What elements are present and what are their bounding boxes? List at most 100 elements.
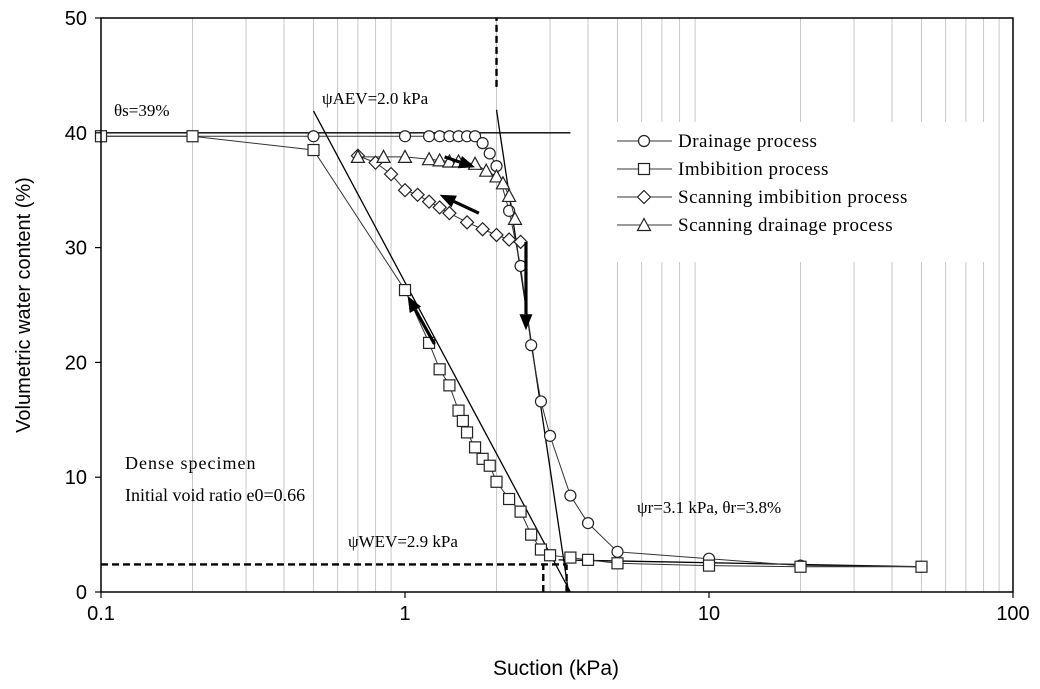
x-axis-label: Suction (kPa) [493,657,619,680]
data-point-diamond [397,182,413,198]
y-tick-label: 0 [76,582,87,604]
data-point-diamond [421,194,437,210]
legend-label: Drainage process [678,131,817,152]
data-point-circle [398,130,412,143]
direction-arrow-head [519,314,533,331]
psi-r-annotation: ψr=3.1 kPa, θr=3.8% [637,498,781,517]
data-point-square [543,549,557,562]
data-point-circle [581,517,595,530]
y-axis-label: Volumetric water content (%) [13,177,35,433]
data-point-diamond [513,234,528,250]
data-point-triangle [421,151,437,166]
legend-label: Imbibition process [678,159,829,180]
legend-item: Drainage process [617,131,817,152]
direction-arrow-head [457,155,476,169]
data-point-triangle [478,162,494,177]
data-point-square [476,452,489,465]
data-point-square [398,283,412,297]
y-tick-label: 10 [65,467,87,489]
data-point-diamond [432,200,447,215]
data-point-circle [476,137,489,150]
data-point-triangle [432,152,448,167]
direction-arrows [407,155,533,345]
data-point-circle [483,147,496,160]
data-point-square [186,130,199,143]
data-point-square [702,559,716,572]
direction-arrow-shaft [444,155,461,164]
legend-marker-diamond [636,189,652,205]
data-point-triangle [376,149,392,164]
y-tick-label: 50 [65,8,87,30]
data-point-triangle [507,211,523,225]
axis-ticks: 0.1 1 10 100 0 10 20 30 40 50 [65,8,1030,625]
plot-frame [100,17,1014,593]
data-point-circle [543,429,557,442]
data-point-triangle [397,149,413,164]
direction-arrow-head [439,194,457,208]
specimen-annotation-line2: Initial void ratio e0=0.66 [125,485,305,505]
data-point-square [307,143,320,157]
data-point-diamond [501,232,517,247]
data-point-circle [534,395,548,408]
data-point-square [468,441,482,454]
direction-arrow-shaft [453,200,480,215]
data-point-triangle [495,175,511,190]
legend-label: Scanning imbibition process [678,187,908,208]
gridlines [192,18,1000,592]
data-point-square [502,492,516,506]
legend-item: Scanning drainage process [617,215,893,236]
data-point-circle [564,489,577,502]
theta-s-annotation: θs=39% [114,101,170,120]
reference-lines [101,18,922,593]
data-point-square [460,426,474,439]
data-point-diamond [459,214,475,230]
legend-marker-circle [637,134,651,148]
data-point-diamond [383,166,399,182]
data-point-square [564,551,577,564]
specimen-annotation-line1: Dense specimen [125,453,256,473]
x-tick-label: 1 [399,603,410,625]
data-point-triangle [501,188,517,203]
data-point-square [443,379,456,392]
data-point-square [452,404,465,417]
data-point-square [433,363,446,376]
data-point-triangle [350,149,366,164]
x-tick-label: 10 [698,603,720,625]
data-point-square [456,414,469,428]
legend-marker-square [637,162,651,176]
data-point-circle [422,130,436,143]
data-point-square [581,553,595,566]
y-tick-label: 40 [65,123,87,145]
data-point-diamond [489,227,504,243]
legend: Drainage process Imbibition process Scanni… [605,122,990,262]
data-point-triangle [489,168,505,183]
legend-item: Imbibition process [617,159,829,180]
data-point-square [611,557,624,570]
data-point-diamond [410,187,425,203]
data-point-square [525,528,538,541]
data-point-circle [307,130,320,143]
legend-marker-triangle [636,217,652,232]
direction-arrow-head [407,295,422,313]
data-point-circle [525,339,538,352]
psi-wev-annotation: ψWEV=2.9 kPa [348,532,458,551]
data-point-diamond [442,205,457,221]
x-tick-label: 0.1 [87,603,115,625]
data-point-circle [611,545,624,558]
data-point-square [483,459,496,472]
data-point-square [490,475,503,488]
series-circle [94,130,928,573]
reference-line-slope [312,110,571,593]
data-point-square [915,560,928,573]
y-tick-label: 20 [65,352,87,374]
legend-item: Scanning imbibition process [617,187,908,208]
direction-arrow-shaft [414,309,436,345]
legend-box [605,122,990,262]
x-tick-label: 100 [996,603,1029,625]
psi-aev-annotation: ψAEV=2.0 kPa [322,89,429,108]
data-point-square [514,505,527,518]
data-point-diamond [475,221,490,237]
data-point-square [794,560,807,573]
legend-label: Scanning drainage process [678,215,893,236]
